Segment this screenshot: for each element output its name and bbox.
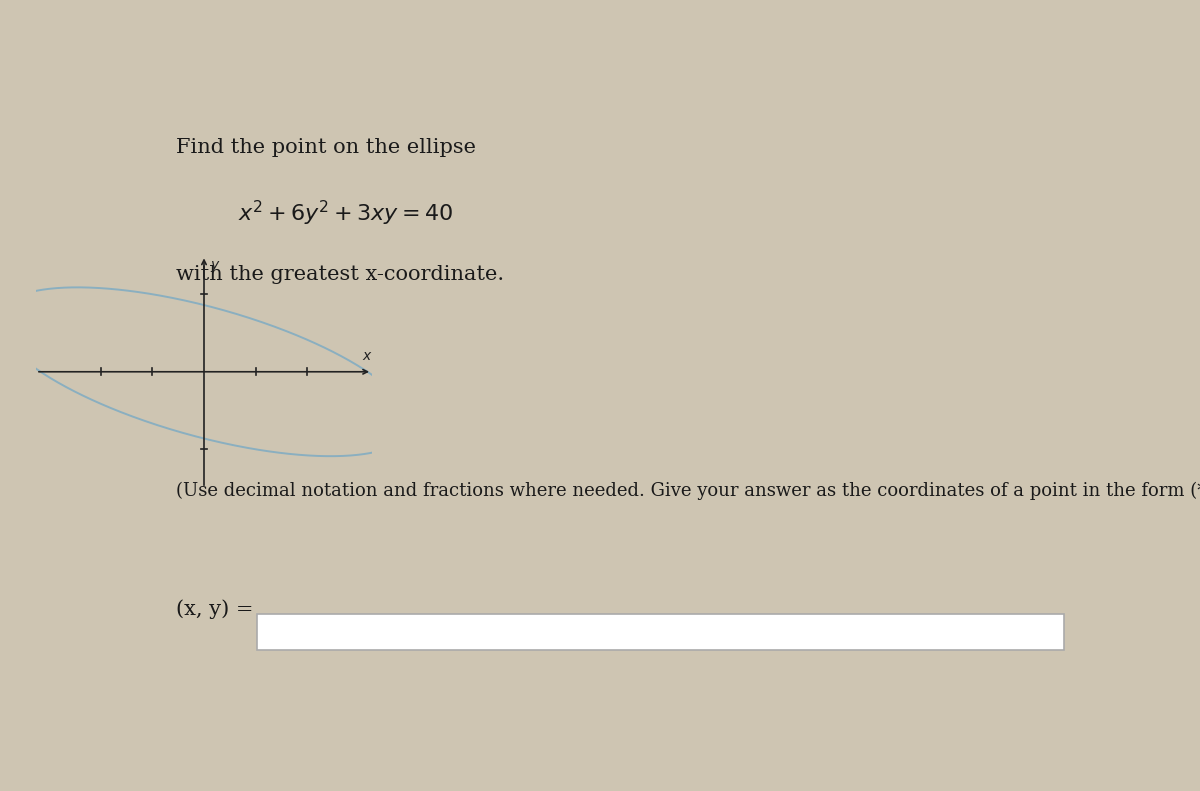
Bar: [257, 614, 1064, 650]
Text: (x, y) =: (x, y) =: [176, 600, 253, 619]
Text: $x^2 + 6y^2 + 3xy = 40$: $x^2 + 6y^2 + 3xy = 40$: [239, 199, 454, 228]
Text: with the greatest x-coordinate.: with the greatest x-coordinate.: [176, 266, 504, 285]
Text: $x$: $x$: [361, 349, 372, 363]
Text: (Use decimal notation and fractions where needed. Give your answer as the coordi: (Use decimal notation and fractions wher…: [176, 482, 1200, 500]
Text: Find the point on the ellipse: Find the point on the ellipse: [176, 138, 476, 157]
Text: $y$: $y$: [210, 259, 221, 274]
